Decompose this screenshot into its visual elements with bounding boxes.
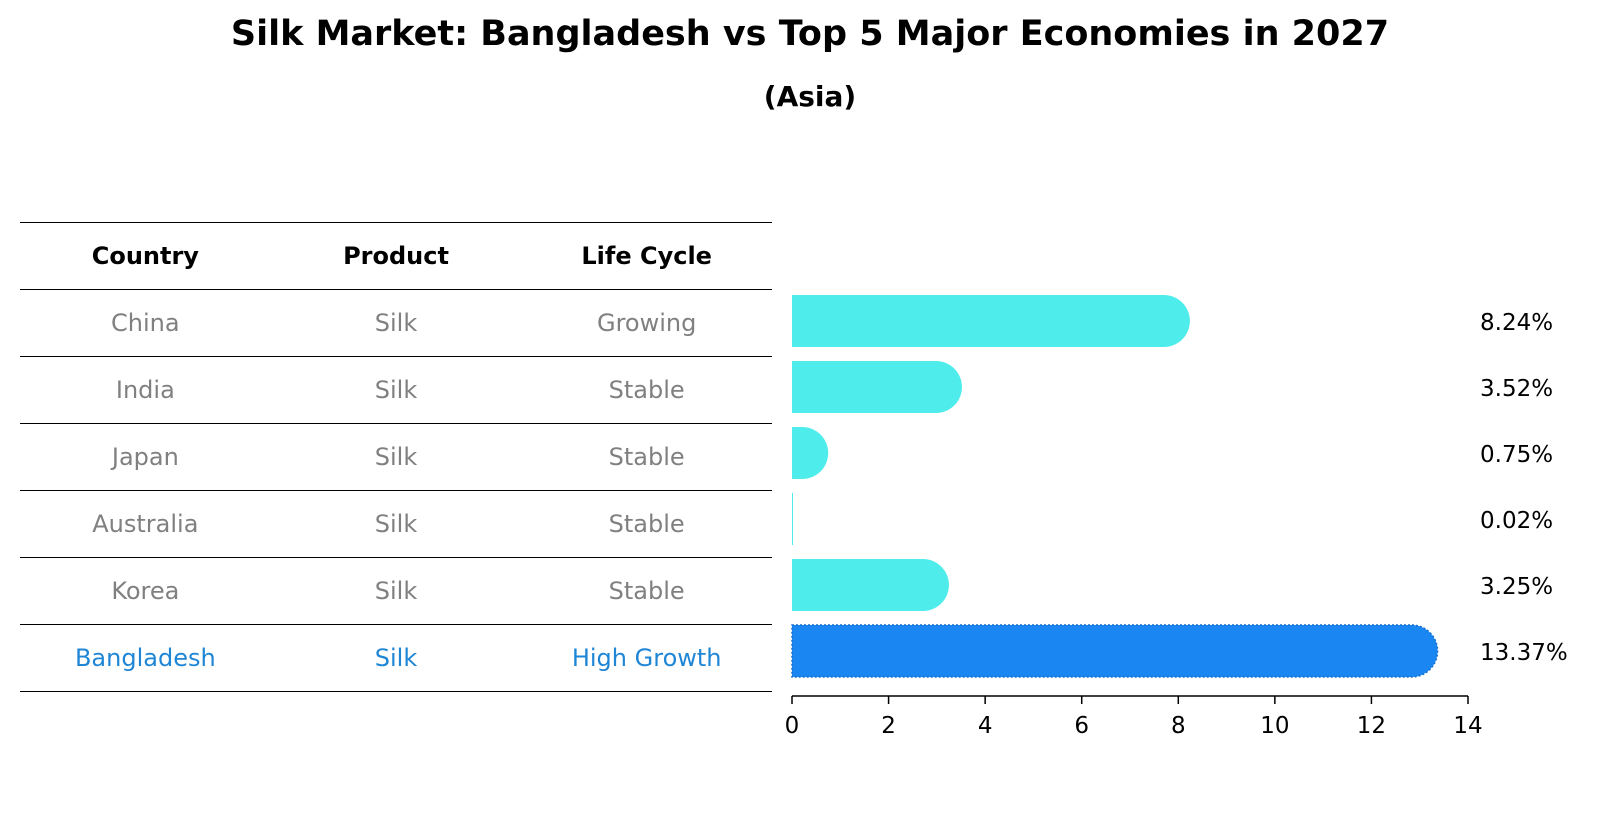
- life-cycle-cell: Stable: [608, 443, 685, 471]
- country-cell: India: [115, 376, 175, 404]
- header-life-cycle: Life Cycle: [581, 242, 712, 270]
- life-cycle-cell: High Growth: [571, 644, 722, 672]
- life-cycle-cell: Stable: [608, 577, 685, 605]
- bar-india: [792, 361, 962, 413]
- product-cell: Silk: [374, 376, 418, 404]
- country-cell: Australia: [92, 510, 199, 538]
- value-label-bangladesh: 13.37%: [1480, 640, 1568, 666]
- table-row: Korea Silk Stable: [20, 558, 772, 625]
- country-cell: China: [111, 309, 180, 337]
- value-label-japan: 0.75%: [1480, 442, 1553, 468]
- bar-china: [792, 295, 1190, 347]
- table-row: China Silk Growing: [20, 290, 772, 357]
- product-cell: Silk: [374, 443, 418, 471]
- data-table: Country Product Life Cycle China Silk Gr…: [20, 222, 772, 692]
- table-row-highlight: Bangladesh Silk High Growth: [20, 625, 772, 692]
- life-cycle-cell: Stable: [608, 376, 685, 404]
- x-tick-label: 8: [1171, 713, 1186, 739]
- product-cell: Silk: [374, 309, 418, 337]
- x-tick-label: 14: [1453, 713, 1482, 739]
- x-tick-label: 4: [978, 713, 993, 739]
- value-label-china: 8.24%: [1480, 310, 1553, 336]
- product-cell: Silk: [374, 577, 418, 605]
- life-cycle-cell: Growing: [596, 309, 697, 337]
- country-cell: Japan: [111, 443, 179, 471]
- life-cycle-cell: Stable: [608, 510, 685, 538]
- country-cell: Korea: [111, 577, 180, 605]
- country-cell: Bangladesh: [74, 644, 216, 672]
- table-header-row: Country Product Life Cycle: [20, 222, 772, 290]
- header-product: Product: [343, 242, 449, 270]
- bar-bangladesh: [791, 624, 1439, 678]
- bar-australia: [792, 493, 793, 545]
- bar-korea: [792, 559, 949, 611]
- value-label-australia: 0.02%: [1480, 508, 1553, 534]
- chart-subtitle: (Asia): [763, 80, 857, 113]
- x-tick-label: 12: [1357, 713, 1386, 739]
- value-label-india: 3.52%: [1480, 376, 1553, 402]
- x-tick-label: 0: [785, 713, 800, 739]
- chart-title: Silk Market: Bangladesh vs Top 5 Major E…: [230, 14, 1390, 54]
- product-cell: Silk: [374, 510, 418, 538]
- x-tick-label: 10: [1260, 713, 1289, 739]
- x-tick-label: 6: [1074, 713, 1089, 739]
- table-row: India Silk Stable: [20, 357, 772, 424]
- table-row: Australia Silk Stable: [20, 491, 772, 558]
- value-label-korea: 3.25%: [1480, 574, 1553, 600]
- product-cell: Silk: [374, 644, 418, 672]
- x-tick-label: 2: [881, 713, 896, 739]
- header-country: Country: [91, 242, 199, 270]
- table-row: Japan Silk Stable: [20, 424, 772, 491]
- bar-japan: [792, 427, 829, 479]
